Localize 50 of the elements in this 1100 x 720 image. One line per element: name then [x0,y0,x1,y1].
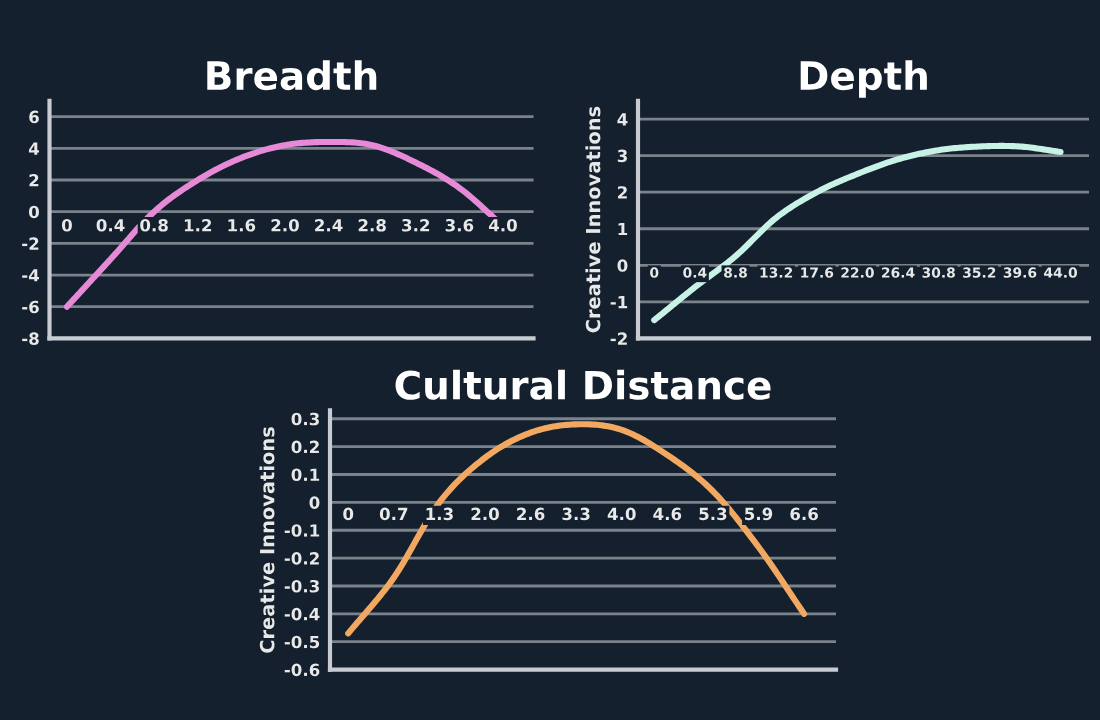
y-tick-label: -0.2 [284,552,319,565]
x-tick-label: 2.6 [517,507,545,521]
y-tick-label: 2 [618,186,627,199]
y-tick-label: 4 [617,113,628,126]
y-tick-label: 0 [309,496,320,509]
y-tick-label: -0.6 [284,663,320,677]
y-tick-label: 0 [28,205,39,219]
y-tick-label: -2 [22,237,39,250]
y-tick-label: 2 [29,173,39,187]
x-tick-label: 2.0 [271,218,299,232]
y-tick-label: -4 [22,269,40,282]
x-tick-label: 4.6 [653,507,682,521]
y-axis-title: Creative Innovations [259,427,275,653]
y-tick-label: -8 [22,332,39,345]
x-tick-label: 1.6 [228,218,256,232]
chart-title: Depth [800,60,927,98]
x-tick-label: 1.3 [426,507,453,521]
y-tick-label: -2 [610,332,627,345]
y-tick-label: 4 [28,142,40,155]
x-tick-label: 0.4 [96,218,125,232]
y-axis-title: Creative Innovations [585,106,601,333]
x-tick-label: 4.0 [607,507,636,521]
y-tick-label: 0.1 [291,468,320,482]
x-tick-label: 5.3 [699,507,727,521]
x-tick-label: 3.2 [402,218,430,232]
x-tick-label: 2.8 [358,218,386,232]
x-tick-label: 0.8 [140,218,168,232]
y-tick-label: -0.5 [284,635,320,649]
y-tick-label: -0.1 [284,524,320,537]
y-tick-label: 0.2 [291,440,319,454]
chart-title: Cultural Distance [395,369,771,400]
x-tick-label: 0 [343,507,354,521]
x-tick-label: 5.9 [745,507,773,521]
x-tick-label: 3.3 [562,507,590,521]
x-tick-label: 1.2 [184,218,212,232]
x-tick-label: 6.6 [790,507,818,521]
x-tick-label: 0 [61,218,72,232]
y-tick-label: -1 [610,296,628,309]
x-tick-label: 3.6 [445,218,474,232]
x-tick-label: 2.0 [471,507,499,521]
chart-title: Breadth [207,60,377,91]
y-tick-label: 1 [618,222,628,236]
y-tick-label: 0.3 [291,412,319,426]
y-tick-label: 6 [29,110,39,124]
x-tick-label: 2.4 [315,218,343,232]
x-tick-label: 0.7 [379,507,408,521]
y-tick-label: -6 [22,300,39,314]
y-tick-label: -0.4 [284,607,320,621]
y-tick-label: 3 [617,149,627,163]
y-tick-label: -0.3 [284,579,319,593]
